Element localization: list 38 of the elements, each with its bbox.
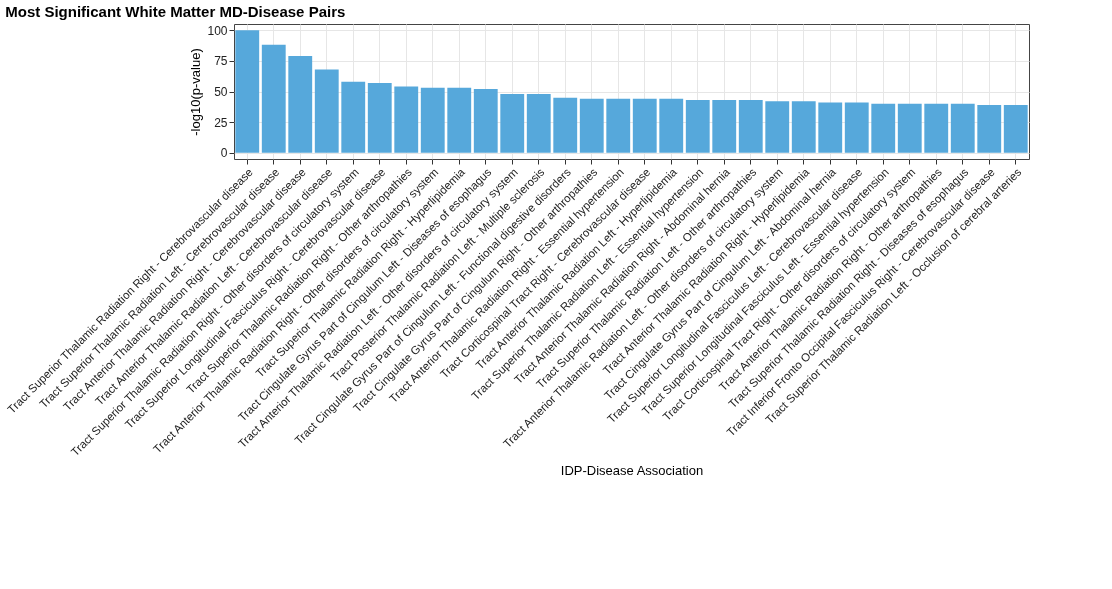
- y-tick-label: 75: [214, 54, 228, 69]
- bar: [526, 93, 551, 153]
- bar: [685, 100, 710, 153]
- bar: [712, 100, 737, 153]
- bar: [977, 105, 1002, 153]
- bar: [500, 93, 525, 153]
- bar: [235, 30, 260, 153]
- bar: [765, 101, 790, 153]
- bar: [314, 69, 339, 153]
- bar: [261, 44, 286, 153]
- bar: [394, 86, 419, 153]
- y-tick-label: 25: [214, 115, 228, 130]
- bar: [738, 100, 763, 153]
- x-axis-title: IDP-Disease Association: [560, 462, 704, 478]
- bar: [447, 87, 472, 153]
- bar: [950, 103, 975, 153]
- bar: [288, 55, 313, 153]
- bar: [897, 103, 922, 153]
- bar: [791, 101, 816, 153]
- bar: [818, 102, 843, 153]
- bar: [606, 98, 631, 153]
- bar: [367, 82, 392, 153]
- bar: [553, 97, 578, 153]
- bar: [341, 81, 366, 153]
- bar: [420, 87, 445, 153]
- y-tick-label: 100: [207, 23, 228, 38]
- bar: [844, 102, 869, 153]
- y-axis-title: -log10(p-value): [188, 48, 204, 136]
- bar: [659, 98, 684, 153]
- bar: [632, 98, 657, 153]
- bar: [1003, 105, 1028, 153]
- bar: [871, 103, 896, 153]
- y-tick-label: 0: [220, 146, 228, 161]
- y-tick-label: 50: [214, 85, 228, 99]
- bar: [924, 103, 949, 153]
- bar: [579, 98, 604, 153]
- chart-title: Most Significant White Matter MD-Disease Pairs: [5, 3, 346, 20]
- bar: [473, 89, 498, 153]
